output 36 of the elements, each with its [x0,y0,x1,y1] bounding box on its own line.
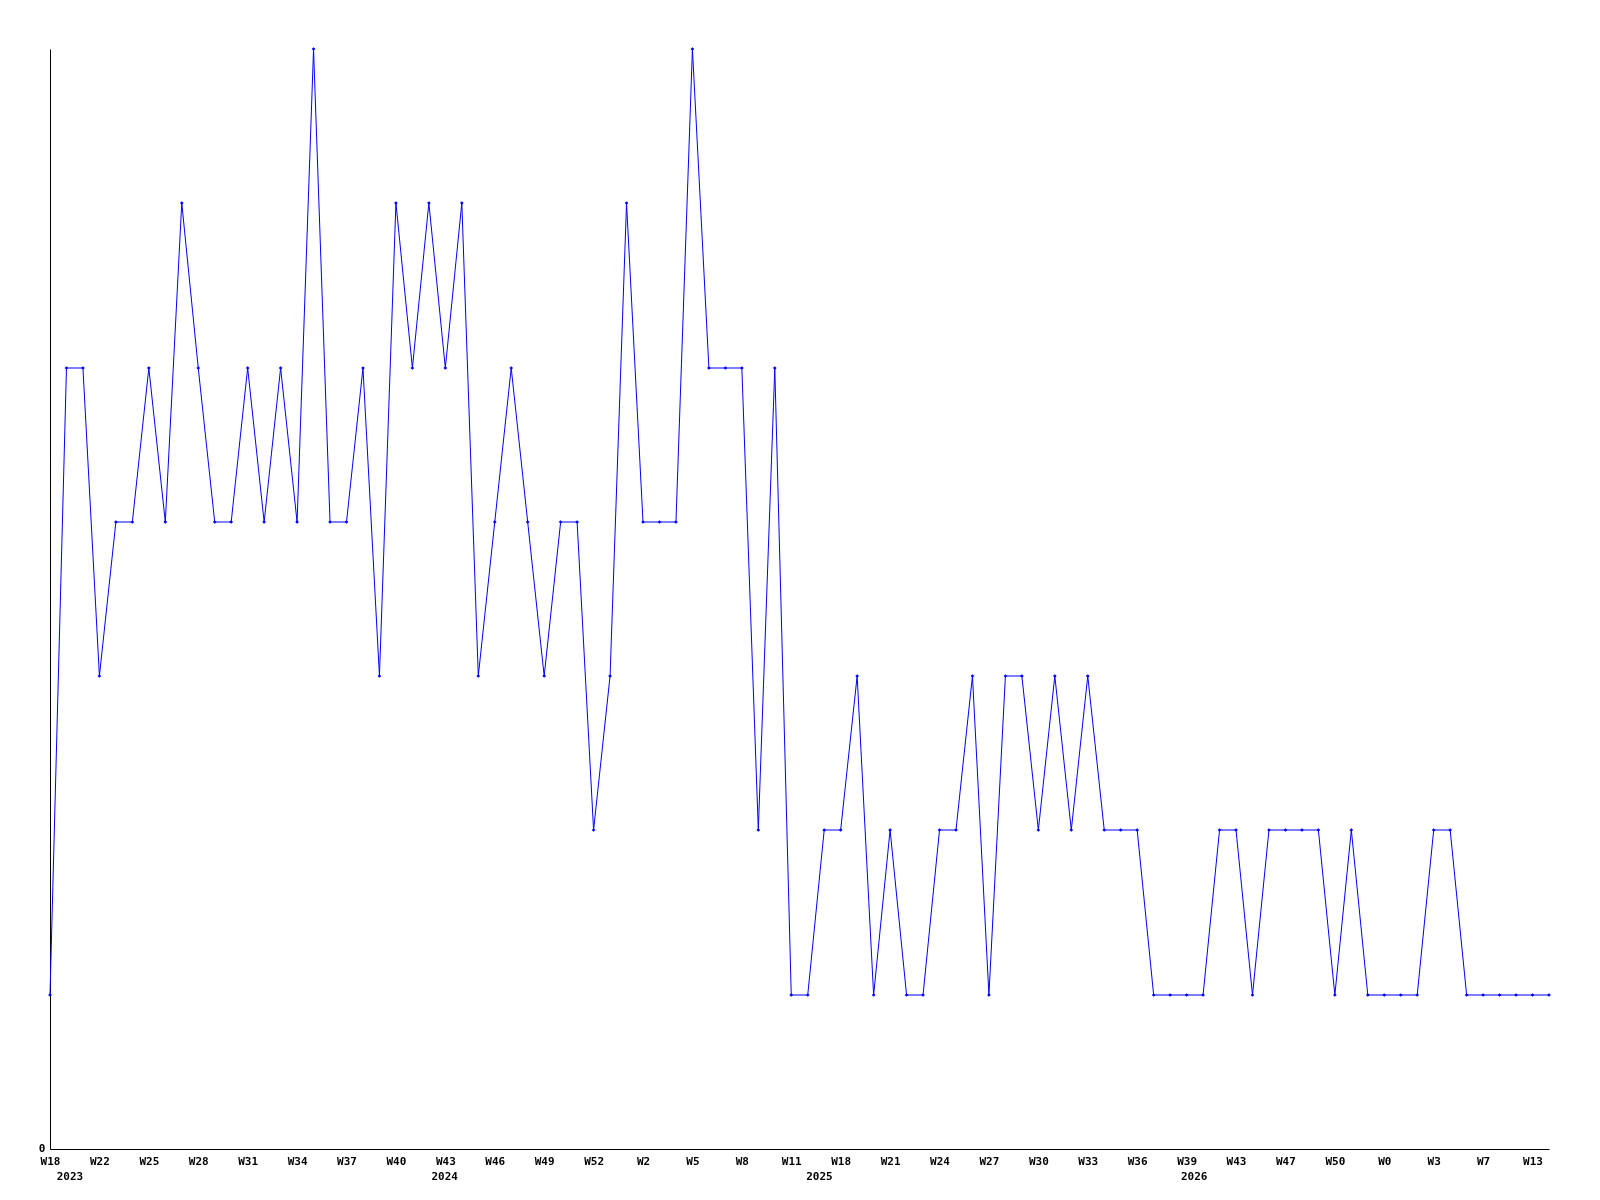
x-tick-label: W13 [1523,1154,1543,1168]
x-tick-label: W7 [1476,1154,1491,1168]
text: 0 [38,1142,46,1155]
x-tick-label: W52 [584,1154,605,1168]
x-tick-label: W22 [89,1154,110,1168]
x-tick-label: W11 [781,1154,803,1168]
x-tick-label: W33 [1078,1154,1099,1168]
x-tick-label: W3 [1427,1154,1441,1168]
x-tick-label: W43 [1226,1154,1247,1168]
x-tick-label: W21 [880,1154,901,1168]
x-tick-label: W0 [1378,1154,1392,1168]
x-tick-label: W36 [1127,1154,1148,1168]
x-tick-label: W47 [1276,1154,1296,1168]
x-tick-label: W39 [1177,1154,1198,1168]
x-tick-label: W40 [386,1154,407,1168]
x-tick-label: W27 [979,1154,1000,1168]
x-tick-label: W28 [188,1154,209,1168]
x-tick-label: W25 [139,1154,160,1168]
x-tick-label: W31 [238,1154,259,1168]
text: 2024 [431,1170,459,1183]
x-tick-label: W8 [735,1154,749,1168]
x-tick-label: W50 [1325,1154,1346,1168]
x-tick-label: W2 [636,1154,651,1168]
x-tick-label: W37 [337,1154,357,1168]
x-tick-label: W18 [831,1154,852,1168]
x-tick-label: W30 [1028,1154,1049,1168]
x-tick-label: W43 [435,1154,456,1168]
x-tick-label: W18 [40,1154,61,1168]
text: 2026 [1181,1170,1208,1183]
text: 2023 [56,1170,84,1183]
x-tick-label: W34 [287,1154,308,1168]
x-tick-label: W5 [686,1154,700,1168]
x-tick-label: W46 [485,1154,506,1168]
x-tick-label: W24 [930,1154,951,1168]
x-tick-label: W49 [534,1154,555,1168]
text: 2025 [806,1170,833,1183]
